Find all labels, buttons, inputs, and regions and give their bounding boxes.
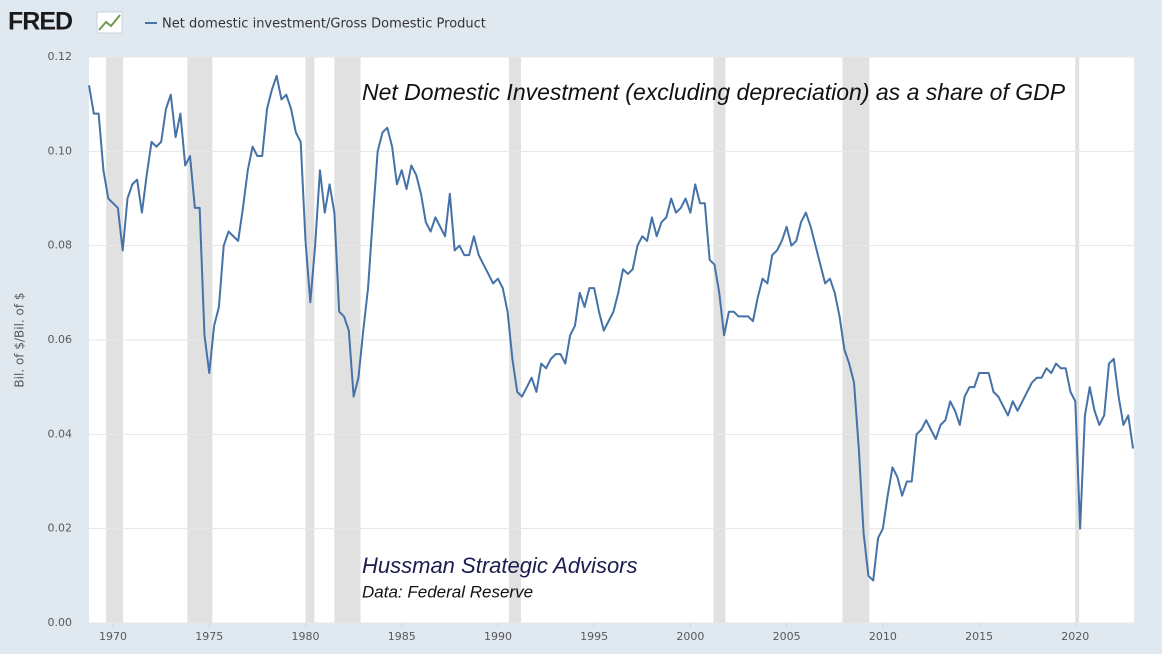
x-tick-label: 1990 — [484, 630, 512, 643]
logo: FRED — [8, 8, 72, 36]
annotation-source: Data: Federal Reserve — [362, 582, 533, 601]
x-tick-label: 2015 — [965, 630, 993, 643]
y-tick-label: 0.06 — [48, 333, 73, 346]
y-tick-label: 0.02 — [48, 522, 73, 535]
x-tick-label: 2020 — [1061, 630, 1089, 643]
series-line — [88, 74, 1135, 582]
x-tick-label: 2000 — [676, 630, 704, 643]
y-tick-label: 0.10 — [48, 144, 73, 157]
x-tick-label: 2005 — [773, 630, 801, 643]
logo-box — [96, 11, 123, 34]
x-tick-label: 2010 — [869, 630, 897, 643]
y-tick-label: 0.00 — [48, 616, 73, 629]
x-tick-label: 1975 — [195, 630, 223, 643]
logo-icon — [96, 11, 123, 34]
y-tick-label: 0.04 — [48, 427, 73, 440]
legend-label: Net domestic investment/Gross Domestic P… — [162, 17, 486, 32]
logo-line — [98, 14, 121, 31]
x-tick-label: 1995 — [580, 630, 608, 643]
x-tick-label: 1980 — [292, 630, 320, 643]
x-tick-label: 1970 — [99, 630, 127, 643]
y-tick-label: 0.12 — [48, 50, 73, 63]
annotation-title: Net Domestic Investment (excluding depre… — [362, 79, 1066, 105]
annotation-author: Hussman Strategic Advisors — [362, 553, 638, 578]
x-tick-label: 1985 — [388, 630, 416, 643]
series — [88, 74, 1135, 582]
y-tick-label: 0.08 — [48, 239, 73, 252]
y-axis-label: Bil. of $/Bil. of $ — [13, 292, 27, 387]
